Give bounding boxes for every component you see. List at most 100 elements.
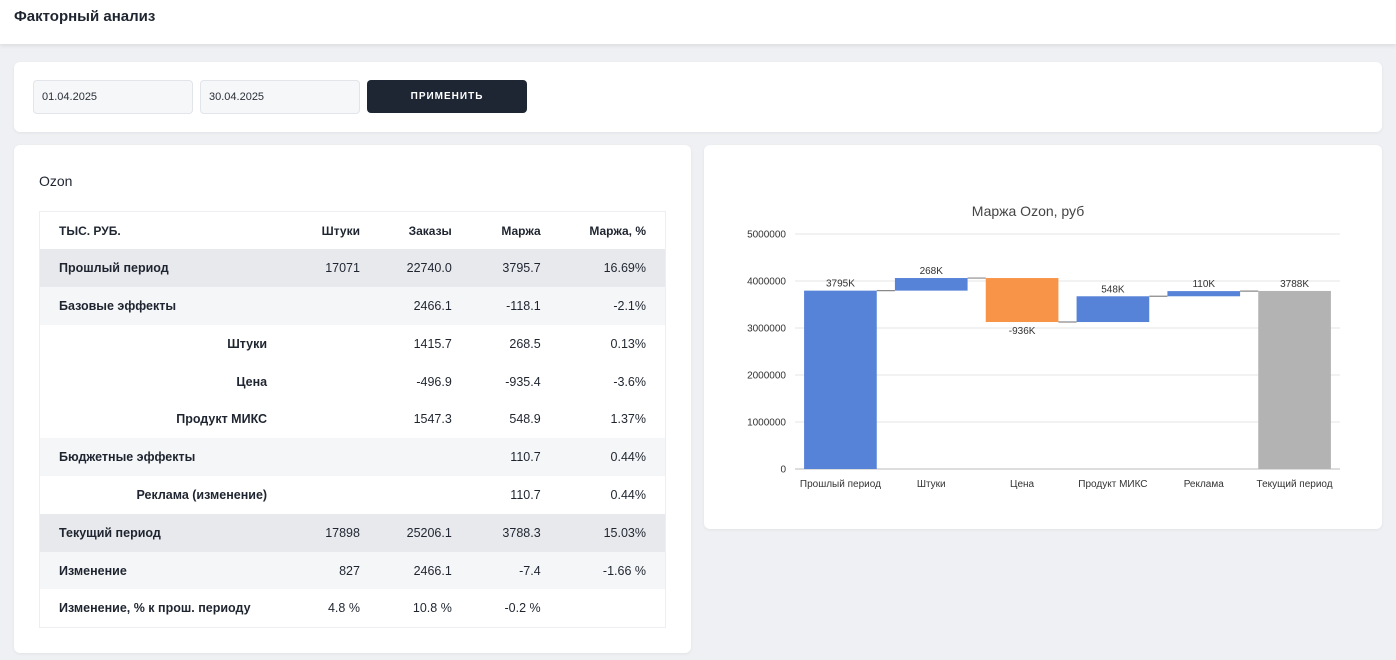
cell-margin: -118.1 bbox=[506, 298, 541, 313]
cell-units bbox=[279, 287, 360, 325]
cell-orders: 1415.7 bbox=[413, 336, 452, 351]
cell-margin-pct: -2.1% bbox=[613, 298, 646, 313]
row-label: Текущий период bbox=[59, 525, 161, 540]
bar-value-label: 110K bbox=[1192, 279, 1215, 290]
table-row: Продукт МИКС 1547.3 548.9 1.37% bbox=[39, 400, 666, 439]
cell-orders bbox=[360, 438, 452, 476]
x-tick-label: Цена bbox=[1010, 479, 1034, 490]
cell-margin: 3788.3 bbox=[502, 525, 541, 540]
factor-table-card: Ozon ТЫС. РУБ. Штуки Заказы Маржа Маржа,… bbox=[14, 145, 691, 653]
date-from-input[interactable] bbox=[33, 80, 193, 114]
waterfall-bar[interactable] bbox=[1258, 290, 1331, 469]
cell-units: 827 bbox=[339, 563, 360, 578]
x-tick-label: Реклама bbox=[1184, 479, 1225, 490]
y-tick-label: 4000000 bbox=[747, 277, 786, 288]
row-label: Реклама (изменение) bbox=[136, 487, 268, 502]
row-label: Базовые эффекты bbox=[59, 298, 177, 313]
table-row: Бюджетные эффекты 110.7 0.44% bbox=[39, 438, 666, 477]
bar-value-label: -936K bbox=[1009, 326, 1036, 337]
cell-margin: -935.4 bbox=[505, 374, 541, 389]
table-row: Изменение, % к прош. периоду 4.8 % 10.8 … bbox=[39, 589, 666, 628]
cell-orders bbox=[360, 476, 452, 514]
x-tick-label: Текущий период bbox=[1257, 479, 1333, 490]
row-label: Бюджетные эффекты bbox=[59, 450, 196, 465]
date-to-input[interactable] bbox=[200, 80, 360, 114]
cell-margin-pct: -1.66 % bbox=[602, 563, 646, 578]
page-title: Факторный анализ bbox=[14, 8, 156, 25]
cell-margin-pct: 0.44% bbox=[610, 487, 646, 502]
waterfall-bar[interactable] bbox=[1167, 291, 1241, 297]
cell-margin: 268.5 bbox=[509, 336, 541, 351]
row-label: Прошлый период bbox=[59, 261, 169, 276]
column-header: Маржа bbox=[501, 223, 541, 238]
cell-margin-pct bbox=[541, 589, 666, 627]
waterfall-bar[interactable] bbox=[804, 290, 877, 469]
column-header: ТЫС. РУБ. bbox=[59, 223, 121, 238]
cell-units: 4.8 % bbox=[327, 601, 360, 616]
table-row: Изменение 827 2466.1 -7.4 -1.66 % bbox=[39, 551, 666, 590]
y-tick-label: 1000000 bbox=[747, 418, 786, 429]
bar-value-label: 3788K bbox=[1280, 279, 1309, 290]
bar-value-label: 3795K bbox=[826, 279, 855, 290]
x-tick-label: Прошлый период bbox=[800, 479, 881, 490]
cell-margin: 3795.7 bbox=[502, 261, 541, 276]
cell-margin: 548.9 bbox=[509, 412, 541, 427]
table-header-row: ТЫС. РУБ. Штуки Заказы Маржа Маржа, % bbox=[39, 211, 666, 250]
row-label: Цена bbox=[236, 374, 268, 389]
row-label: Изменение, % к прош. периоду bbox=[59, 601, 251, 616]
waterfall-bar[interactable] bbox=[985, 278, 1059, 323]
cell-margin: -0.2 % bbox=[504, 601, 541, 616]
table-row: Цена -496.9 -935.4 -3.6% bbox=[39, 362, 666, 401]
table-row: Реклама (изменение) 110.7 0.44% bbox=[39, 476, 666, 514]
cell-margin-pct: 16.69% bbox=[603, 261, 646, 276]
bar-value-label: 268K bbox=[920, 266, 944, 277]
table-row: Штуки 1415.7 268.5 0.13% bbox=[39, 324, 666, 363]
row-label: Изменение bbox=[59, 563, 127, 578]
cell-units: 17071 bbox=[325, 261, 360, 276]
table-card-title: Ozon bbox=[39, 173, 73, 189]
chart-title: Маржа Ozon, руб bbox=[972, 203, 1084, 219]
cell-orders: 22740.0 bbox=[406, 261, 452, 276]
cell-orders: 10.8 % bbox=[412, 601, 452, 616]
y-tick-label: 2000000 bbox=[747, 371, 786, 382]
cell-margin-pct: -3.6% bbox=[613, 374, 646, 389]
x-tick-label: Продукт МИКС bbox=[1078, 479, 1147, 490]
cell-orders: 1547.3 bbox=[413, 412, 452, 427]
waterfall-bar[interactable] bbox=[894, 278, 968, 291]
x-tick-label: Штуки bbox=[917, 479, 946, 490]
cell-units bbox=[279, 400, 360, 438]
cell-orders: 2466.1 bbox=[413, 298, 452, 313]
cell-units bbox=[279, 438, 360, 476]
cell-margin: -7.4 bbox=[519, 563, 541, 578]
cell-units bbox=[279, 325, 360, 363]
table-row: Базовые эффекты 2466.1 -118.1 -2.1% bbox=[39, 287, 666, 325]
bar-value-label: 548K bbox=[1101, 284, 1125, 295]
column-header: Заказы bbox=[408, 223, 452, 238]
column-header: Маржа, % bbox=[589, 223, 646, 238]
top-bar: Факторный анализ bbox=[0, 0, 1396, 44]
table-row: Прошлый период 17071 22740.0 3795.7 16.6… bbox=[39, 249, 666, 288]
waterfall-bar[interactable] bbox=[1076, 296, 1150, 323]
column-header: Штуки bbox=[321, 223, 360, 238]
cell-units bbox=[279, 476, 360, 514]
margin-chart-card: Маржа Ozon, руб 0 1000000 2000000 3000000 40… bbox=[704, 145, 1382, 529]
filter-panel: ПРИМЕНИТЬ bbox=[14, 62, 1382, 132]
factor-table: ТЫС. РУБ. Штуки Заказы Маржа Маржа, % Пр… bbox=[39, 211, 666, 628]
cell-orders: 25206.1 bbox=[406, 525, 452, 540]
cell-orders: -496.9 bbox=[416, 374, 452, 389]
cell-orders: 2466.1 bbox=[413, 563, 452, 578]
cell-margin-pct: 0.44% bbox=[610, 450, 646, 465]
y-tick-label: 5000000 bbox=[747, 230, 786, 241]
row-label: Штуки bbox=[227, 336, 268, 351]
cell-margin-pct: 15.03% bbox=[603, 525, 646, 540]
cell-margin-pct: 0.13% bbox=[610, 336, 646, 351]
table-row: Текущий период 17898 25206.1 3788.3 15.0… bbox=[39, 513, 666, 552]
y-tick-label: 0 bbox=[780, 465, 786, 476]
waterfall-chart: Маржа Ozon, руб 0 1000000 2000000 3000000 40… bbox=[747, 203, 1340, 490]
apply-button[interactable]: ПРИМЕНИТЬ bbox=[367, 80, 527, 113]
cell-units bbox=[279, 363, 360, 401]
cell-margin: 110.7 bbox=[510, 487, 541, 502]
cell-margin-pct: 1.37% bbox=[610, 412, 646, 427]
y-tick-label: 3000000 bbox=[747, 324, 786, 335]
cell-margin: 110.7 bbox=[510, 450, 541, 465]
